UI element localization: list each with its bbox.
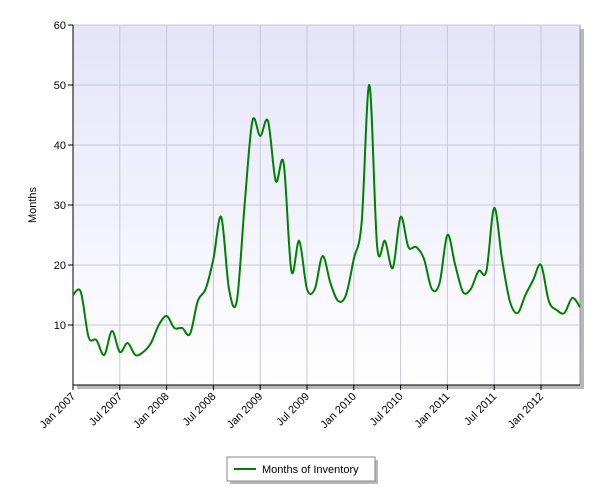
- x-tick-label: Jul 2007: [87, 391, 125, 429]
- x-tick-label: Jul 2011: [462, 391, 499, 428]
- x-tick-label: Jul 2009: [274, 391, 312, 429]
- y-tick-label: 20: [54, 260, 66, 272]
- x-tick-label: Jan 2012: [506, 391, 546, 431]
- y-tick-label: 10: [54, 320, 66, 332]
- x-tick-label: Jan 2010: [318, 391, 358, 431]
- legend-label: Months of Inventory: [262, 464, 359, 476]
- y-tick-label: 40: [54, 140, 66, 152]
- x-tick-label: Jul 2008: [181, 391, 219, 429]
- x-tick-label: Jan 2011: [413, 391, 453, 431]
- y-tick-label: 50: [54, 80, 66, 92]
- y-tick-label: 60: [54, 20, 66, 32]
- x-tick-label: Jan 2007: [38, 391, 78, 431]
- x-tick-label: Jan 2008: [131, 391, 171, 431]
- x-tick-label: Jul 2010: [368, 391, 406, 429]
- data-line: [72, 83, 581, 357]
- y-axis-label: Months: [27, 186, 39, 223]
- x-tick-label: Jan 2009: [225, 391, 265, 431]
- y-tick-label: 30: [54, 200, 66, 212]
- legend: [226, 456, 376, 482]
